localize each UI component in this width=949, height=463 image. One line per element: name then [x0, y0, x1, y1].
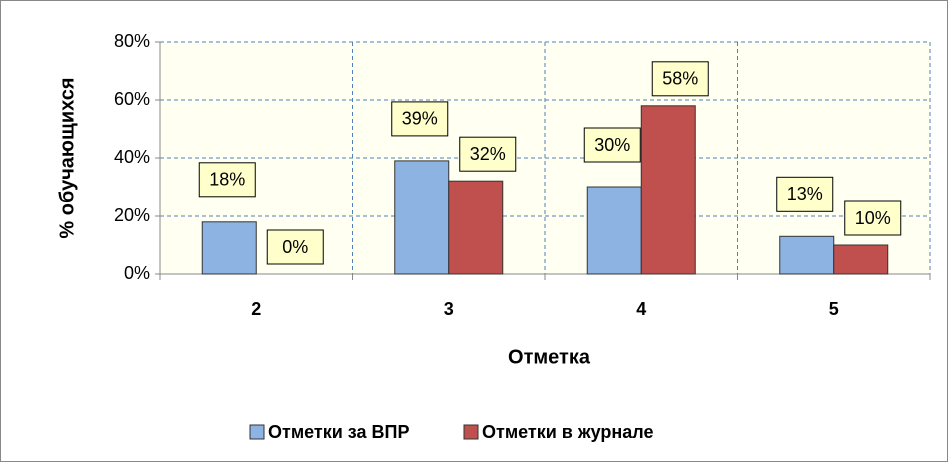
data-label: 39%: [402, 109, 438, 129]
y-tick-label: 20%: [114, 205, 150, 225]
data-label-box: [844, 200, 902, 236]
x-tick-label: 5: [829, 299, 839, 319]
data-label: 13%: [787, 184, 823, 204]
data-label-box: [459, 136, 517, 172]
data-label: 10%: [855, 208, 891, 228]
legend-swatch: [249, 424, 265, 440]
y-tick-label: 60%: [114, 89, 150, 109]
bar: [779, 235, 835, 275]
x-tick-label: 4: [636, 299, 646, 319]
data-label-box: [266, 229, 324, 265]
legend-swatch: [463, 424, 479, 440]
data-label-box: [583, 127, 641, 163]
y-tick-label: 40%: [114, 147, 150, 167]
legend-label: Отметки в журнале: [482, 422, 653, 442]
y-tick-label: 0%: [124, 263, 150, 283]
data-label-box: [391, 101, 449, 137]
bar: [448, 180, 504, 275]
data-label: 30%: [594, 135, 630, 155]
bar: [394, 160, 450, 275]
x-tick-label: 3: [444, 299, 454, 319]
bar: [586, 186, 642, 275]
x-tick-label: 2: [251, 299, 261, 319]
y-tick-label: 80%: [114, 31, 150, 51]
data-label: 32%: [470, 144, 506, 164]
legend-label: Отметки за ВПР: [268, 422, 409, 442]
data-label: 58%: [662, 69, 698, 89]
data-label: 18%: [209, 170, 245, 190]
bar: [833, 244, 889, 275]
data-label: 0%: [282, 237, 308, 257]
data-label-box: [776, 176, 834, 212]
bar: [201, 221, 257, 275]
bar: [640, 105, 696, 275]
y-axis-title: % обучающихся: [56, 77, 78, 238]
data-label-box: [651, 61, 709, 97]
x-axis-title: Отметка: [508, 346, 591, 368]
data-label-box: [198, 162, 256, 198]
